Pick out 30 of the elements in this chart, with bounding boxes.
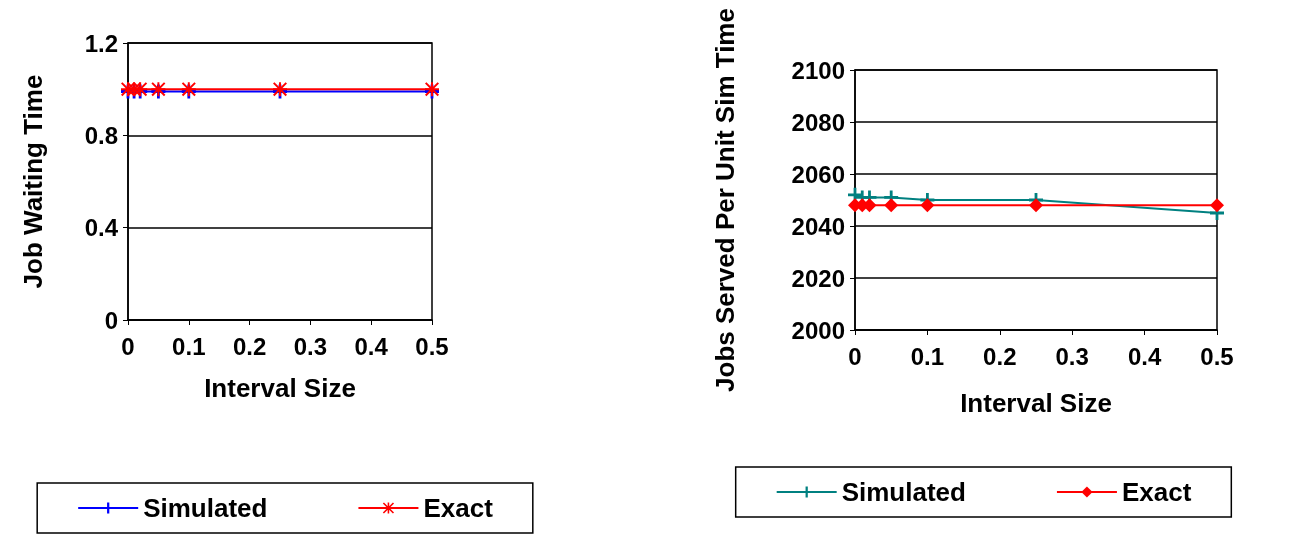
y-tick-label: 0.4	[84, 214, 119, 242]
legend-label: Simulated	[841, 477, 966, 507]
y-axis-title: Job Waiting Time	[18, 74, 48, 289]
y-axis-title: Jobs Served Per Unit Sim Time	[710, 8, 740, 392]
y-tick-label: 0.8	[84, 121, 118, 149]
y-tick-label: 2040	[791, 212, 845, 240]
y-tick-label: 2060	[791, 160, 845, 188]
legend-label: Exact	[423, 493, 494, 523]
y-tick-label: 0	[104, 306, 118, 334]
y-tick-label: 2100	[791, 56, 845, 84]
x-tick-label: 0	[848, 342, 862, 370]
y-tick-label: 2020	[791, 264, 845, 292]
x-tick-label: 0.4	[354, 332, 389, 360]
x-tick-label: 0.1	[172, 332, 206, 360]
y-tick-label: 2080	[791, 108, 845, 136]
x-tick-label: 0.5	[415, 332, 449, 360]
x-axis-title: Interval Size	[960, 388, 1112, 418]
x-tick-label: 0.1	[910, 342, 945, 370]
x-tick-label: 0.4	[1127, 342, 1162, 370]
x-tick-label: 0.2	[232, 332, 267, 360]
legend-label: Exact	[1121, 477, 1192, 507]
x-tick-label: 0	[121, 332, 135, 360]
y-tick-label: 2000	[791, 316, 845, 344]
x-tick-label: 0.2	[983, 342, 1017, 370]
legend-label: Simulated	[143, 493, 268, 523]
x-tick-label: 0.3	[1055, 342, 1089, 370]
x-tick-label: 0.5	[1200, 342, 1234, 370]
y-tick-label: 1.2	[84, 29, 118, 57]
x-axis-title: Interval Size	[204, 373, 356, 403]
x-tick-label: 0.3	[293, 332, 328, 360]
